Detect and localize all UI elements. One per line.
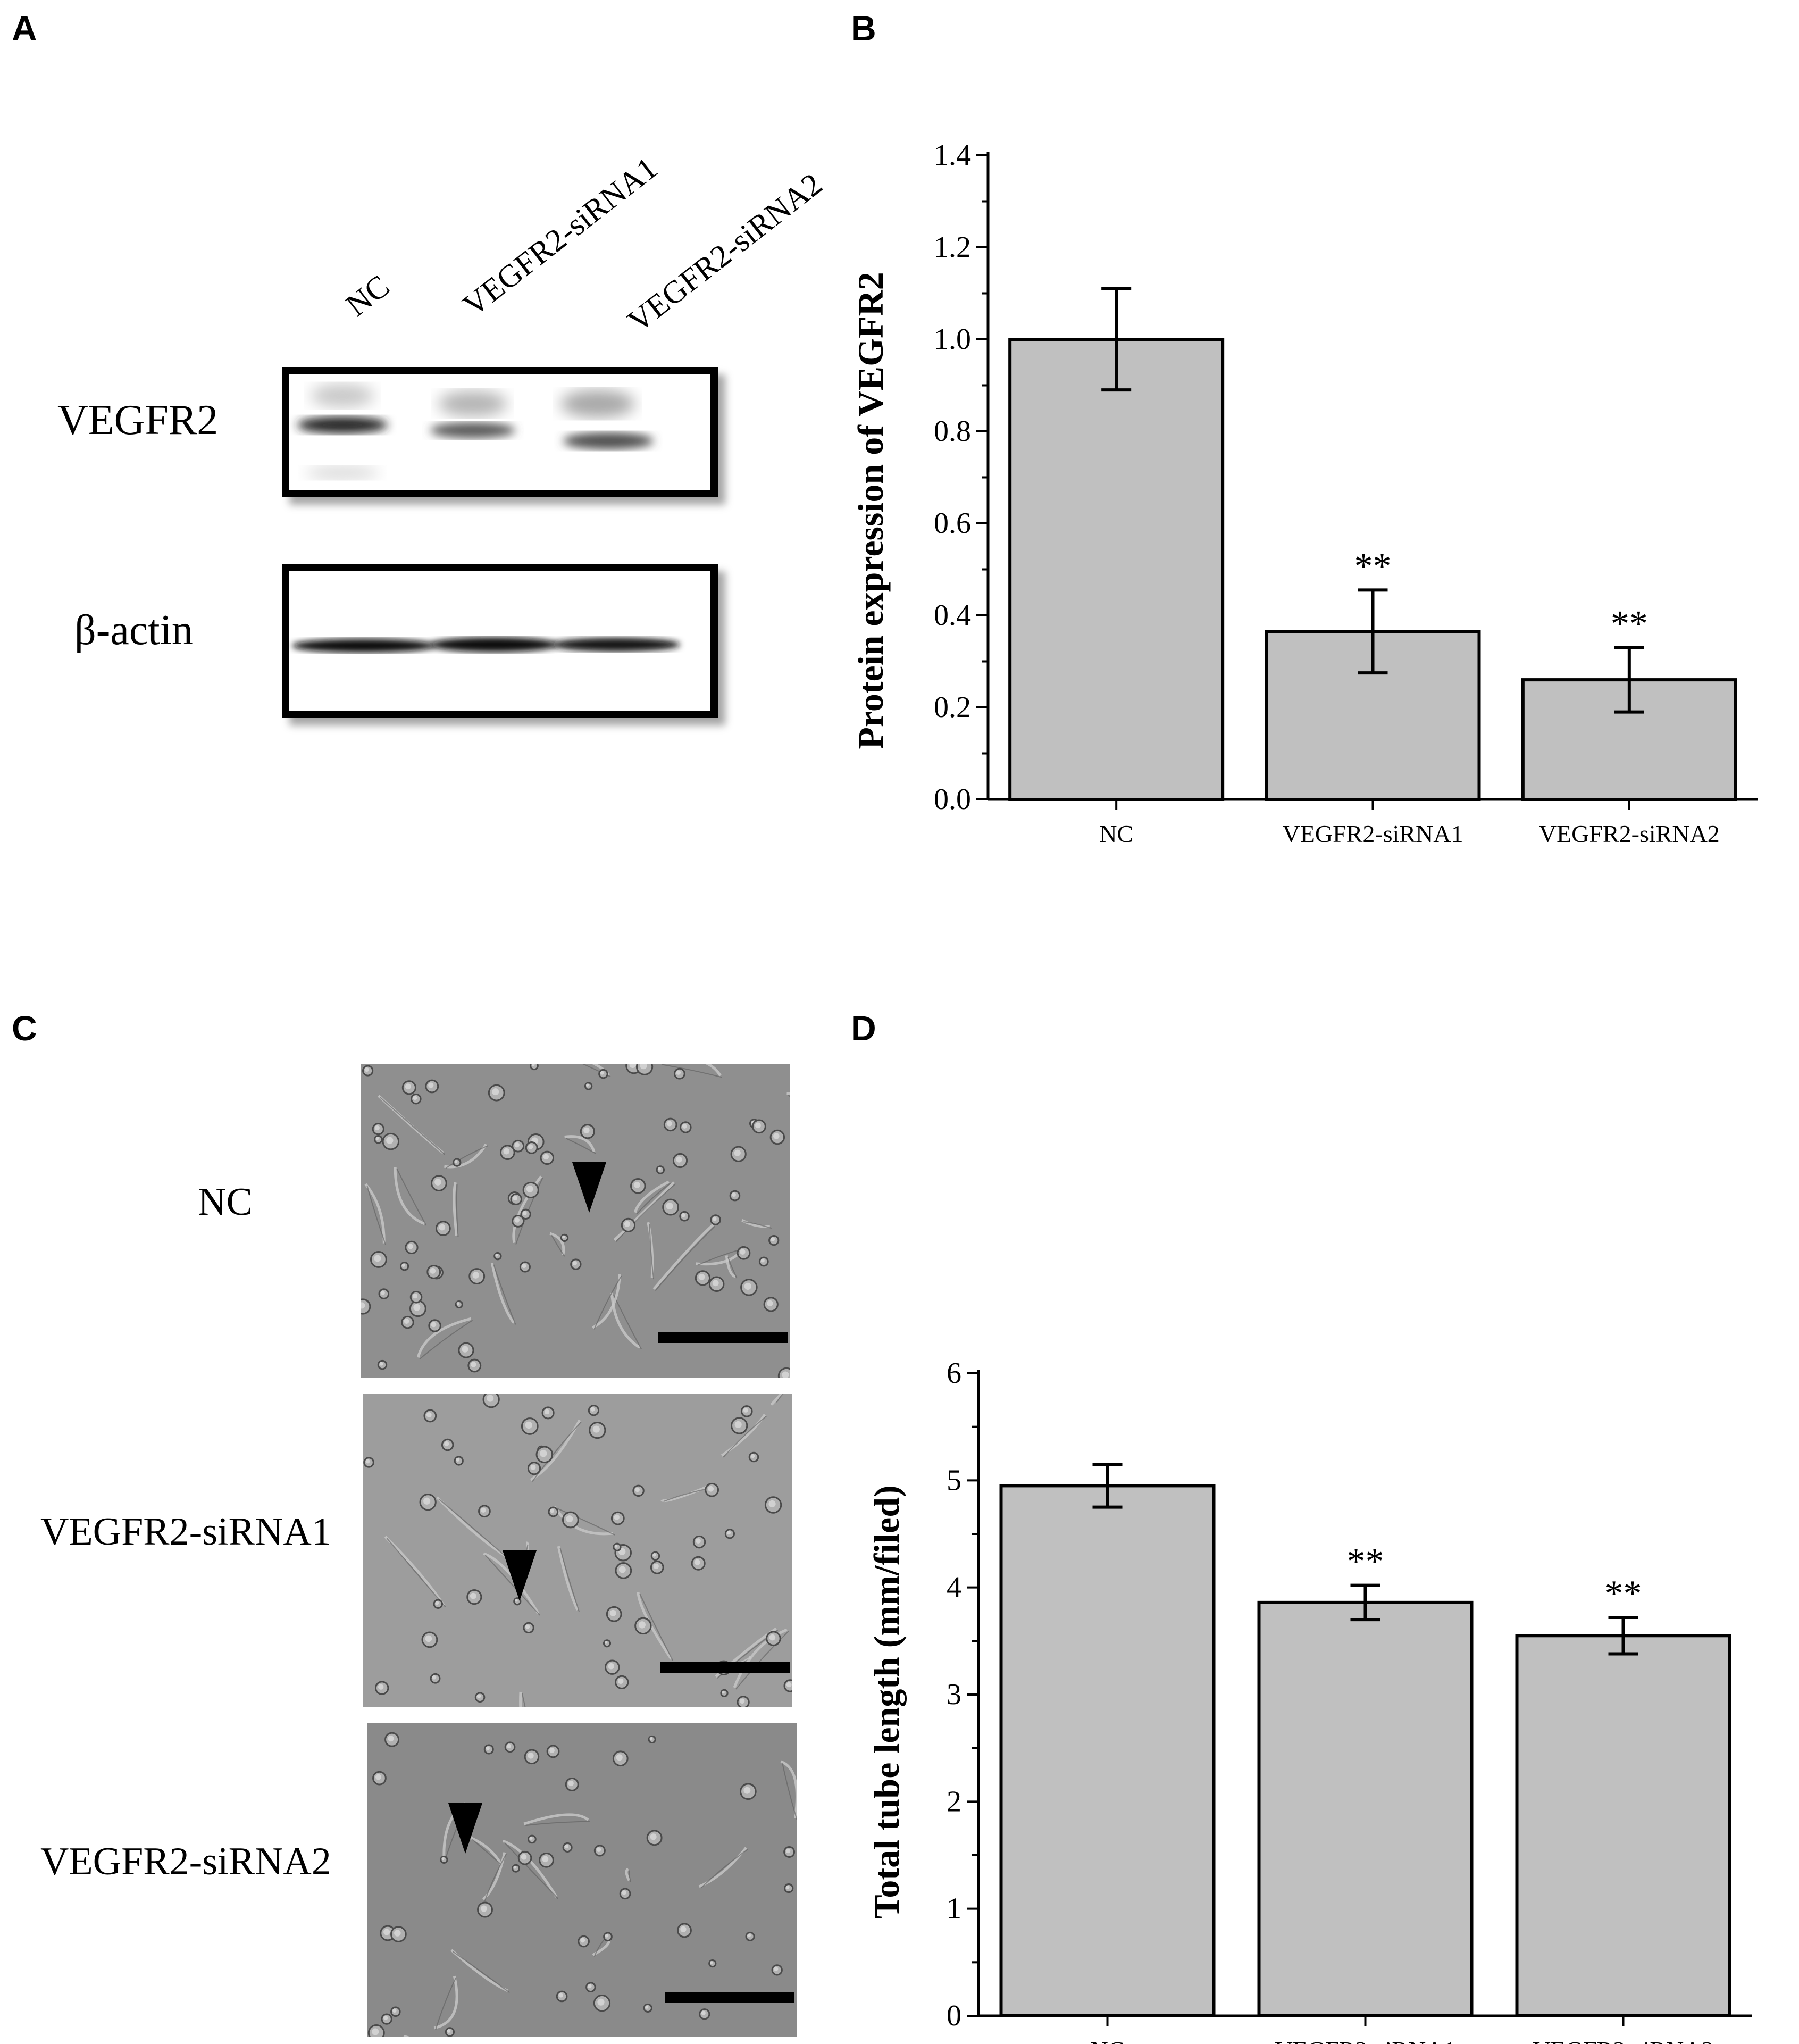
y-tick-label: 1.2 xyxy=(934,231,971,264)
chart-b: 0.0 0.2 0.4 0.6 0.8 1.0 1.2 1.4 NC ** VEGFR2-siRNA… xyxy=(851,139,1758,847)
category-label: VEGFR2-siRNA1 xyxy=(1283,820,1463,847)
beta-actin-bands xyxy=(292,637,680,653)
micro-label-nc: NC xyxy=(198,1180,253,1224)
y-tick-label: 6 xyxy=(947,1357,961,1390)
micro-label-sirna1: VEGFR2-siRNA1 xyxy=(40,1510,331,1554)
category-label: NC xyxy=(1099,820,1133,847)
y-tick-label: 0 xyxy=(947,1999,961,2032)
bar xyxy=(1265,630,1481,802)
micrograph-sirna2 xyxy=(367,1723,797,2037)
y-tick-label: 0.4 xyxy=(934,599,971,632)
y-tick-label: 0.6 xyxy=(934,507,971,540)
y-tick-label: 0.8 xyxy=(934,415,971,448)
significance-label: ** xyxy=(1354,546,1392,587)
y-tick-label: 1.0 xyxy=(934,323,971,356)
category-label: VEGFR2-siRNA2 xyxy=(1539,820,1720,847)
category-label: VEGFR2-siRNA1 xyxy=(1275,2037,1456,2044)
panel-letter-c: C xyxy=(12,1008,37,1048)
y-tick-label: 4 xyxy=(947,1571,961,1604)
micro-label-sirna2: VEGFR2-siRNA2 xyxy=(40,1840,331,1883)
lane-label-nc: NC xyxy=(339,268,396,323)
lane-label-sirna1: VEGFR2-siRNA1 xyxy=(456,150,664,323)
blot-label-vegfr2: VEGFR2 xyxy=(57,397,219,444)
micrograph-sirna1 xyxy=(363,1394,792,1707)
bar xyxy=(999,1484,1216,2017)
y-tick-label: 1.4 xyxy=(934,139,971,172)
vegfr2-bands xyxy=(297,384,654,479)
vegfr2-blot xyxy=(282,367,718,497)
beta-actin-blot xyxy=(282,564,718,718)
y-tick-label: 1 xyxy=(947,1892,961,1925)
category-label: VEGFR2-siRNA2 xyxy=(1533,2037,1714,2044)
panel-letter-b: B xyxy=(851,9,876,48)
bar xyxy=(1257,1600,1474,2017)
bar xyxy=(1008,338,1225,801)
y-tick-label: 0.2 xyxy=(934,691,971,724)
chart-b-ylabel: Protein expression of VEGFR2 xyxy=(851,272,891,749)
chart-d-ylabel: Total tube length (mm/filed) xyxy=(866,1485,907,1918)
bar xyxy=(1515,1634,1731,2017)
micrograph-nc xyxy=(361,1064,790,1378)
y-tick-label: 0.0 xyxy=(934,783,971,816)
y-tick-label: 2 xyxy=(947,1785,961,1818)
significance-label: ** xyxy=(1611,604,1648,645)
y-tick-label: 5 xyxy=(947,1464,961,1497)
panel-letter-d: D xyxy=(851,1008,876,1048)
panel-letter-a: A xyxy=(12,9,37,48)
y-tick-label: 3 xyxy=(947,1678,961,1711)
category-label: NC xyxy=(1091,2037,1125,2044)
significance-label: ** xyxy=(1347,1541,1384,1582)
significance-label: ** xyxy=(1605,1573,1642,1614)
blot-label-beta-actin: β-actin xyxy=(74,607,193,654)
lane-label-sirna2: VEGFR2-siRNA2 xyxy=(621,166,829,339)
chart-d: 0123456NC**VEGFR2-siRNA1**VEGFR2-siRNA2 … xyxy=(866,1357,1752,2044)
